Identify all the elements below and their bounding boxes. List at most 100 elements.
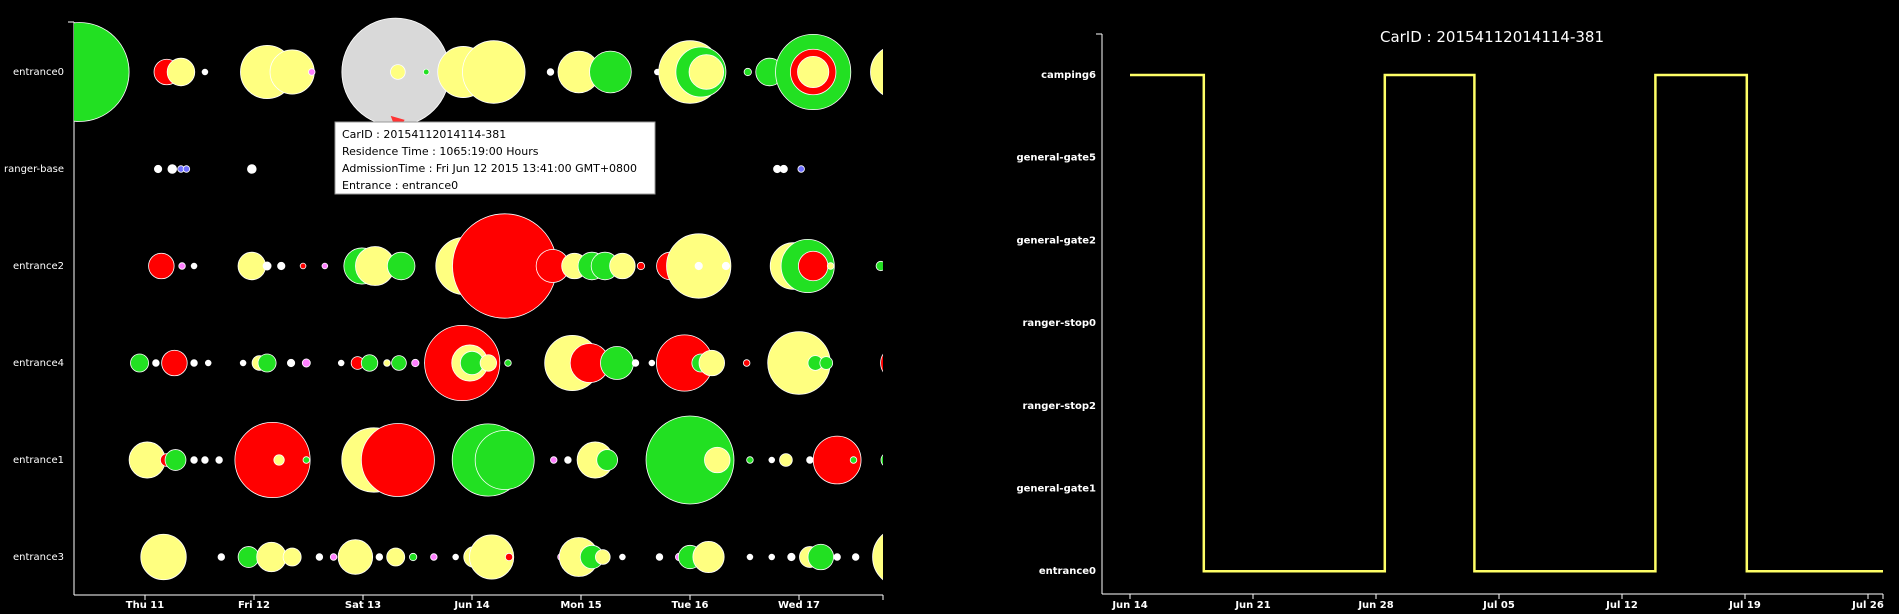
bubble-entrance3[interactable]	[375, 553, 384, 561]
bubble-entrance4[interactable]	[479, 354, 498, 372]
bubble-entrance3[interactable]	[237, 546, 260, 568]
bubble-entrance2[interactable]	[262, 261, 272, 271]
bubble-entrance2[interactable]	[321, 262, 329, 270]
bubble-entrance2[interactable]	[386, 251, 416, 281]
bubble-entrance4[interactable]	[819, 356, 834, 370]
bubble-entrance2[interactable]	[148, 252, 175, 280]
bubble-entrance1[interactable]	[474, 430, 535, 490]
bubble-entrance4[interactable]	[391, 355, 407, 371]
bubble-entrance4[interactable]	[360, 354, 379, 372]
bubble-entrance3[interactable]	[619, 553, 626, 561]
bubble-entrance2[interactable]	[875, 260, 885, 272]
bubble-entrance0[interactable]	[462, 40, 526, 104]
bubble-entrance3[interactable]	[337, 539, 374, 575]
bubble-entrance1[interactable]	[806, 456, 814, 464]
bubble-entrance4[interactable]	[257, 353, 277, 373]
bubble-entrance2[interactable]	[190, 262, 198, 270]
bubble-entrance4[interactable]	[411, 358, 420, 368]
bubble-entrance3[interactable]	[595, 549, 611, 565]
bubble-entrance2[interactable]	[299, 262, 307, 270]
bubble-entrance4[interactable]	[742, 359, 751, 367]
bubble-entrance3[interactable]	[692, 540, 725, 574]
bubble-entrance4[interactable]	[600, 346, 634, 380]
bubble-entrance2[interactable]	[893, 262, 900, 269]
bubble-entrance1[interactable]	[746, 456, 754, 464]
bubble-entrance1[interactable]	[704, 446, 731, 474]
bubble-entrance1[interactable]	[360, 423, 435, 497]
bubble-entrance3[interactable]	[140, 533, 187, 581]
bubble-entrance0[interactable]	[870, 45, 900, 98]
bubble-entrance2[interactable]	[609, 252, 636, 280]
bubble-entrance2[interactable]	[277, 261, 286, 271]
bubble-entrance3[interactable]	[872, 527, 900, 587]
bubble-entrance2[interactable]	[237, 251, 267, 281]
bubble-entrance2[interactable]	[636, 261, 646, 271]
bubble-entrance4[interactable]	[648, 359, 656, 367]
bubble-entrance1[interactable]	[812, 435, 862, 485]
bubble-ranger-base[interactable]	[182, 165, 191, 173]
bubble-entrance2[interactable]	[798, 250, 829, 282]
bubble-ranger-base[interactable]	[247, 164, 257, 174]
bubble-entrance0[interactable]	[743, 67, 752, 77]
bubble-entrance4[interactable]	[337, 359, 345, 367]
bubble-ranger-base[interactable]	[797, 165, 805, 173]
bubble-entrance4[interactable]	[631, 359, 640, 367]
bubble-entrance4[interactable]	[161, 349, 188, 377]
bubble-entrance1[interactable]	[550, 456, 558, 464]
bubble-entrance0[interactable]	[308, 68, 316, 76]
bubble-entrance1[interactable]	[234, 421, 311, 499]
bubble-entrance4[interactable]	[383, 359, 391, 367]
bubble-entrance3[interactable]	[430, 553, 438, 561]
bubble-entrance3[interactable]	[452, 553, 459, 561]
bubble-entrance3[interactable]	[329, 553, 338, 561]
bubble-entrance2[interactable]	[721, 261, 731, 271]
bubble-entrance3[interactable]	[386, 547, 406, 567]
bubble-entrance1[interactable]	[564, 456, 572, 464]
bubble-entrance4[interactable]	[204, 359, 212, 367]
bubble-entrance4[interactable]	[239, 359, 247, 367]
bubble-entrance1[interactable]	[302, 456, 311, 464]
bubble-entrance3[interactable]	[833, 553, 841, 561]
bubble-ranger-base[interactable]	[779, 164, 788, 174]
bubble-entrance0[interactable]	[390, 64, 406, 80]
bubble-entrance1[interactable]	[645, 415, 735, 505]
bubble-ranger-base[interactable]	[167, 164, 178, 174]
bubble-entrance1[interactable]	[596, 449, 618, 471]
bubble-entrance3[interactable]	[409, 552, 418, 562]
bubble-entrance3[interactable]	[768, 553, 776, 561]
bubble-entrance1[interactable]	[190, 456, 198, 464]
bubble-entrance1[interactable]	[849, 456, 858, 464]
trajectory-line[interactable]	[1130, 73, 1899, 573]
bubble-entrance0[interactable]	[269, 49, 315, 95]
bubble-entrance3[interactable]	[787, 552, 796, 562]
bubble-entrance4[interactable]	[698, 349, 725, 377]
bubble-entrance3[interactable]	[746, 553, 754, 561]
bubble-entrance2[interactable]	[694, 261, 703, 271]
bubble-entrance3[interactable]	[655, 553, 664, 561]
bubble-entrance0[interactable]	[589, 50, 632, 94]
bubble-entrance0[interactable]	[688, 54, 725, 90]
bubble-entrance0[interactable]	[201, 68, 209, 76]
bubble-entrance2[interactable]	[178, 262, 186, 270]
bubble-entrance0[interactable]	[30, 22, 130, 122]
bubble-entrance2[interactable]	[826, 262, 835, 270]
bubble-entrance0[interactable]	[422, 68, 430, 76]
bubble-entrance1[interactable]	[128, 441, 166, 479]
bubble-entrance0[interactable]	[166, 57, 196, 87]
bubble-entrance1[interactable]	[880, 453, 896, 468]
bubble-entrance1[interactable]	[273, 454, 285, 466]
bubble-entrance1[interactable]	[885, 437, 900, 484]
bubble-entrance3[interactable]	[256, 541, 287, 573]
bubble-entrance1[interactable]	[201, 456, 209, 464]
bubble-entrance4[interactable]	[130, 353, 149, 373]
bubble-ranger-base[interactable]	[153, 164, 163, 174]
bubble-entrance3[interactable]	[315, 553, 324, 561]
bubble-entrance1[interactable]	[768, 456, 776, 464]
bubble-entrance0[interactable]	[546, 68, 555, 76]
bubble-entrance4[interactable]	[190, 359, 198, 367]
bubble-entrance3[interactable]	[807, 543, 834, 571]
bubble-entrance4[interactable]	[286, 358, 296, 368]
bubble-entrance1[interactable]	[215, 456, 223, 464]
bubble-entrance4[interactable]	[504, 359, 512, 367]
bubble-entrance1[interactable]	[779, 453, 793, 467]
